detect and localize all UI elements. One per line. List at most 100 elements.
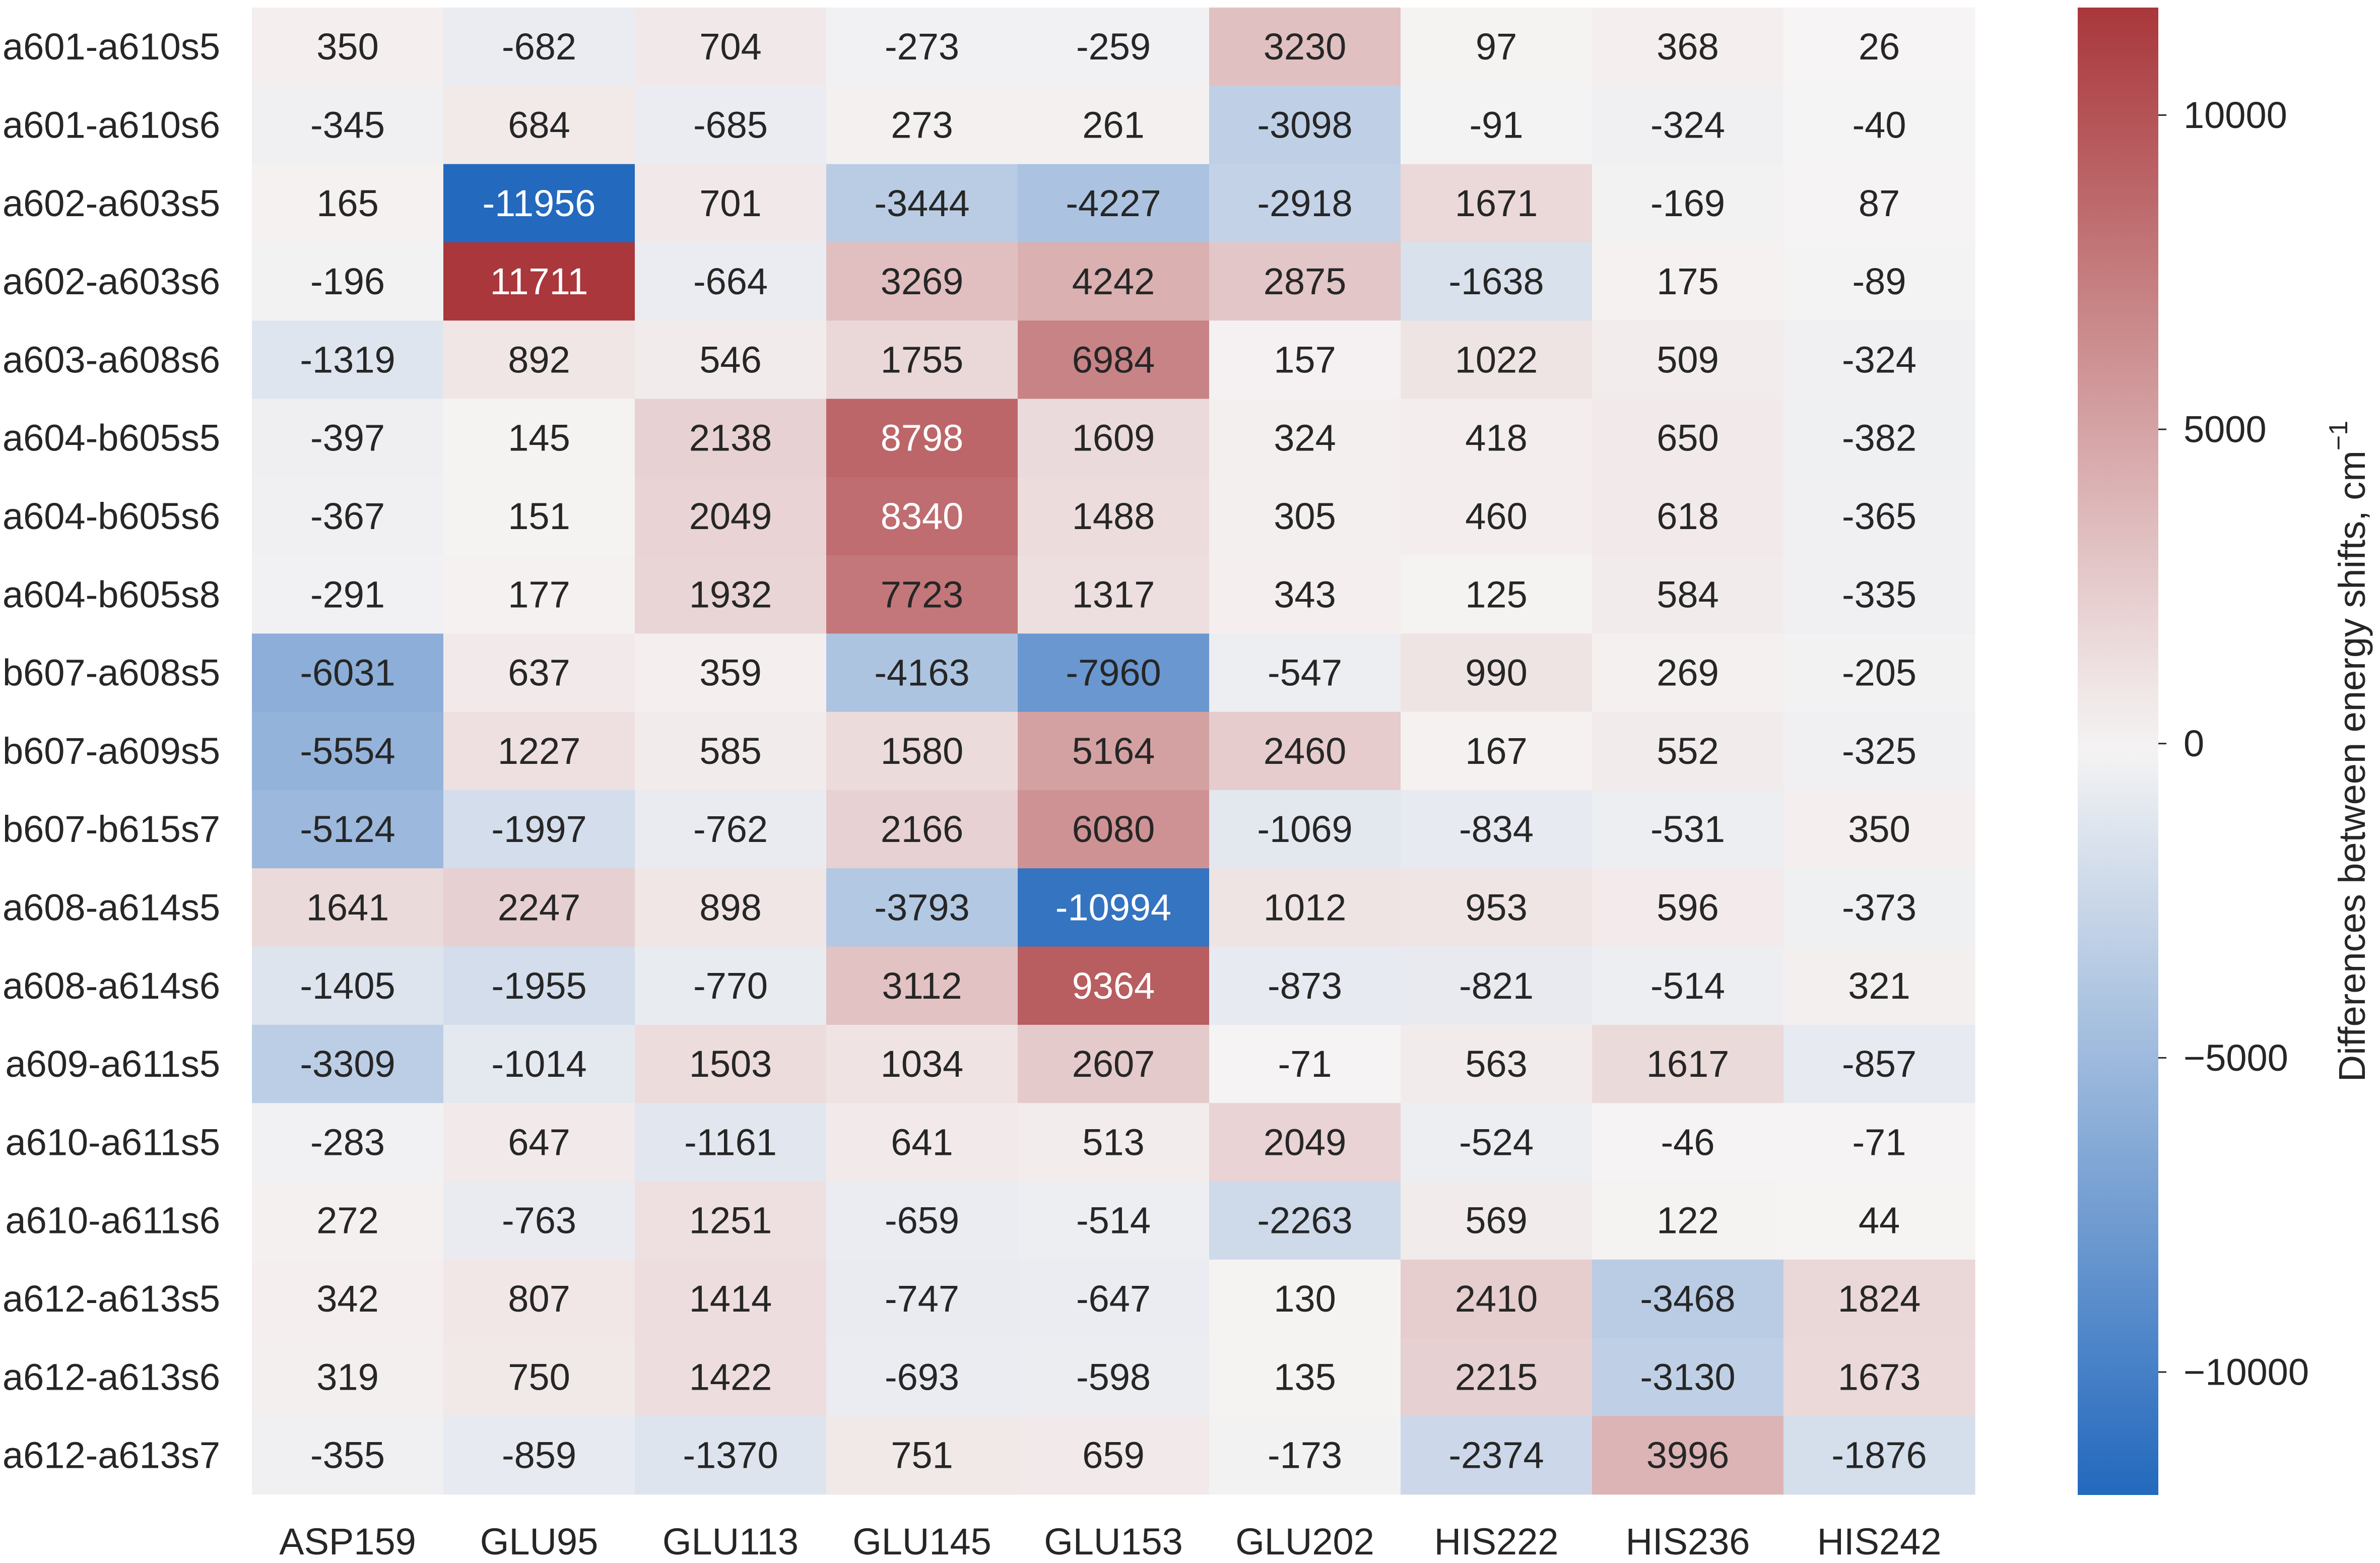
heatmap-cell bbox=[443, 320, 635, 400]
cell-value-label: 2875 bbox=[1264, 260, 1347, 302]
cell-value-label: -770 bbox=[693, 965, 768, 1007]
heatmap-cell bbox=[1018, 399, 1210, 478]
heatmap-cell bbox=[635, 868, 827, 947]
cell-value-label: 3996 bbox=[1646, 1435, 1730, 1476]
heatmap-cell bbox=[1018, 86, 1210, 165]
heatmap-cell bbox=[1209, 399, 1401, 478]
heatmap-cell bbox=[252, 242, 444, 321]
column-label: GLU153 bbox=[1044, 1521, 1183, 1562]
heatmap-cell bbox=[1401, 477, 1593, 556]
cell-value-label: 165 bbox=[316, 182, 378, 224]
heatmap-cell bbox=[1209, 1338, 1401, 1416]
cell-value-label: 990 bbox=[1465, 652, 1527, 694]
heatmap-cell bbox=[635, 1338, 827, 1416]
heatmap-cell bbox=[1209, 868, 1401, 947]
cell-value-label: -598 bbox=[1076, 1356, 1151, 1398]
cell-value-label: 584 bbox=[1657, 573, 1718, 615]
heatmap-cell bbox=[1018, 1416, 1210, 1495]
heatmap-cell bbox=[252, 1024, 444, 1103]
heatmap-cell bbox=[826, 555, 1018, 634]
heatmap-cell bbox=[1018, 164, 1210, 243]
cell-value-label: 3230 bbox=[1264, 26, 1347, 68]
heatmap-cell bbox=[1592, 1024, 1784, 1103]
cell-value-label: -11956 bbox=[483, 182, 596, 224]
heatmap-cell bbox=[635, 477, 827, 556]
cell-value-label: 596 bbox=[1657, 886, 1718, 928]
heatmap-cell bbox=[826, 86, 1018, 165]
cell-value-label: -71 bbox=[1278, 1043, 1332, 1085]
cell-value-labels: 350 -682 704 -273 -259 3230 97 368 26 -345 684 -685… bbox=[300, 26, 1927, 1476]
cell-value-label: -834 bbox=[1459, 808, 1534, 850]
cell-value-label: 5164 bbox=[1072, 730, 1155, 772]
row-label: a610-a611s5 bbox=[5, 1121, 220, 1163]
heatmap-cell bbox=[826, 868, 1018, 947]
heatmap-cell bbox=[1018, 633, 1210, 712]
heatmap-cell bbox=[1209, 633, 1401, 712]
heatmap-cell bbox=[1592, 1259, 1784, 1338]
heatmap-cell bbox=[443, 86, 635, 165]
cell-value-label: 342 bbox=[316, 1278, 378, 1320]
colorbar-tick-label: 0 bbox=[2184, 723, 2204, 764]
heatmap-cell bbox=[826, 164, 1018, 243]
row-label: a602-a603s5 bbox=[3, 182, 220, 224]
cell-value-label: -382 bbox=[1842, 417, 1916, 459]
heatmap-cell bbox=[252, 711, 444, 791]
heatmap-cell bbox=[443, 1338, 635, 1416]
heatmap-cell bbox=[826, 8, 1018, 86]
heatmap-cell bbox=[1783, 946, 1975, 1025]
cell-value-label: 2215 bbox=[1455, 1356, 1538, 1398]
cell-value-label: 1609 bbox=[1072, 417, 1155, 459]
heatmap-cell bbox=[1401, 399, 1593, 478]
heatmap-cell bbox=[1018, 868, 1210, 947]
cell-value-label: 701 bbox=[699, 182, 761, 224]
cell-value-label: 898 bbox=[699, 886, 761, 928]
cell-value-label: 8340 bbox=[881, 495, 964, 537]
row-label: a601-a610s5 bbox=[3, 26, 220, 68]
heatmap-cell bbox=[1783, 320, 1975, 400]
cell-value-label: -1997 bbox=[491, 808, 586, 850]
cell-value-label: 3269 bbox=[881, 260, 964, 302]
cell-value-label: -365 bbox=[1842, 495, 1916, 537]
heatmap-cell bbox=[1592, 477, 1784, 556]
cell-value-label: -373 bbox=[1842, 886, 1916, 928]
heatmap-cell bbox=[826, 1338, 1018, 1416]
cell-value-label: 546 bbox=[699, 339, 761, 380]
heatmap-cell bbox=[1783, 1024, 1975, 1103]
cell-value-label: 552 bbox=[1657, 730, 1718, 772]
cell-value-label: -664 bbox=[693, 260, 768, 302]
heatmap-cell bbox=[252, 8, 444, 86]
cell-value-label: 269 bbox=[1657, 652, 1718, 694]
cell-value-label: 509 bbox=[1657, 339, 1718, 380]
cell-value-label: 1503 bbox=[689, 1043, 772, 1085]
cell-value-label: -682 bbox=[502, 26, 576, 68]
heatmap-cell bbox=[826, 711, 1018, 791]
colorbar-ticks: 10000 5000 0 −5000 −10000 bbox=[2158, 94, 2309, 1393]
row-label: a612-a613s5 bbox=[3, 1278, 220, 1320]
heatmap-cell bbox=[1783, 868, 1975, 947]
cell-value-label: -821 bbox=[1459, 965, 1534, 1007]
cell-value-label: 359 bbox=[699, 652, 761, 694]
cell-value-label: 2460 bbox=[1264, 730, 1347, 772]
cell-value-label: 135 bbox=[1274, 1356, 1336, 1398]
cell-value-label: -857 bbox=[1842, 1043, 1916, 1085]
heatmap-cell bbox=[1783, 477, 1975, 556]
heatmap-cell bbox=[1592, 868, 1784, 947]
heatmap-cell bbox=[252, 164, 444, 243]
cell-value-label: 1641 bbox=[306, 886, 389, 928]
cell-value-label: -324 bbox=[1650, 104, 1725, 146]
heatmap-cell bbox=[826, 790, 1018, 869]
cell-value-label: 343 bbox=[1274, 573, 1336, 615]
heatmap-cell bbox=[826, 477, 1018, 556]
cell-value-label: -547 bbox=[1268, 652, 1342, 694]
cell-value-label: -10994 bbox=[1055, 886, 1171, 928]
cell-value-label: 1824 bbox=[1838, 1278, 1921, 1320]
heatmap-cell bbox=[1401, 1181, 1593, 1260]
cell-value-label: -5124 bbox=[300, 808, 395, 850]
cell-value-label: 1580 bbox=[881, 730, 964, 772]
heatmap-cell bbox=[635, 555, 827, 634]
cell-value-label: 97 bbox=[1476, 26, 1517, 68]
heatmap-cell bbox=[1018, 320, 1210, 400]
cell-value-label: 2607 bbox=[1072, 1043, 1155, 1085]
heatmap-cell bbox=[1592, 633, 1784, 712]
heatmap-cells bbox=[252, 8, 1975, 1495]
